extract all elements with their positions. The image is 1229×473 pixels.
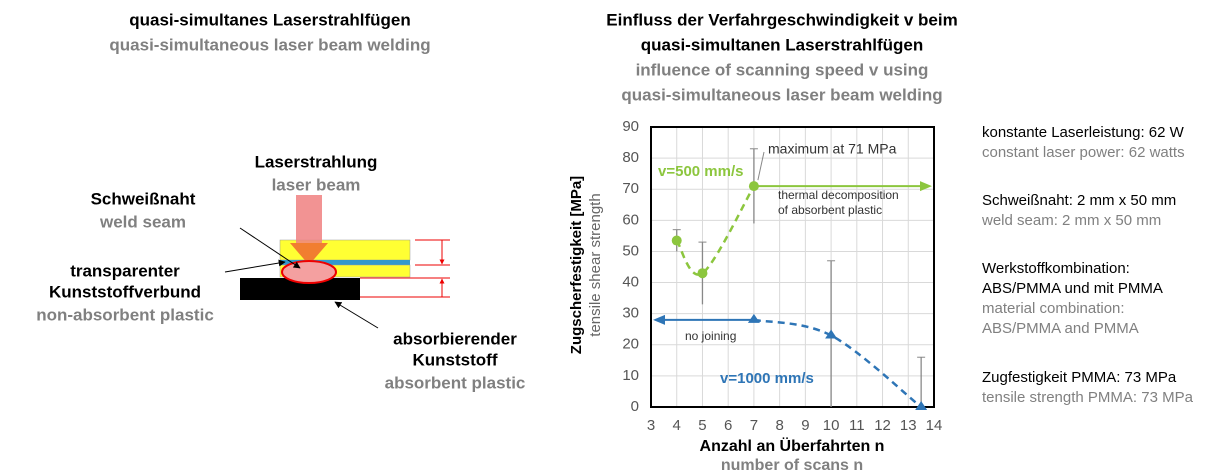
note-en: constant laser power: 62 watts [982, 144, 1185, 161]
annotation: thermal decomposition [778, 188, 899, 202]
y-tick-label: 20 [622, 336, 639, 353]
y-axis-title: Zugscherfestigkeit [MPa] [568, 176, 585, 354]
x-axis-title-en: number of scans n [721, 457, 863, 473]
note: Zugfestigkeit PMMA: 73 MPa [982, 369, 1177, 386]
diagram-label: absorbierender [393, 329, 517, 348]
note-en: tensile strength PMMA: 73 MPa [982, 389, 1194, 406]
x-axis-title: Anzahl an Überfahrten n [700, 436, 885, 455]
series-label: v=500 mm/s [658, 163, 743, 180]
schematic [225, 195, 450, 328]
data-point [749, 181, 759, 191]
series-line [754, 320, 921, 407]
diagram-title: quasi-simultanes Laserstrahlfügen [129, 10, 411, 29]
diagram-label: Laserstrahlung [255, 152, 378, 171]
y-tick-label: 50 [622, 242, 639, 259]
x-tick-label: 8 [775, 417, 783, 434]
y-tick-label: 80 [622, 149, 639, 166]
annotation: maximum at 71 MPa [768, 141, 897, 157]
x-tick-label: 4 [673, 417, 681, 434]
note: Schweißnaht: 2 mm x 50 mm [982, 192, 1176, 209]
y-tick-label: 10 [622, 367, 639, 384]
y-axis-title-en: tensile shear strength [587, 193, 604, 336]
data-point [697, 268, 707, 278]
y-tick-label: 90 [622, 118, 639, 135]
annotation: no joining [685, 329, 736, 343]
note: konstante Laserleistung: 62 W [982, 124, 1185, 141]
note: ABS/PMMA und mit PMMA [982, 280, 1163, 297]
x-tick-label: 9 [801, 417, 809, 434]
diagram-label-en: laser beam [272, 175, 361, 194]
y-tick-label: 30 [622, 305, 639, 322]
diagram-label-en: absorbent plastic [385, 373, 526, 392]
x-tick-label: 5 [698, 417, 706, 434]
y-tick-label: 0 [631, 398, 639, 415]
series-line [677, 186, 754, 275]
x-tick-label: 13 [900, 417, 917, 434]
annotation-leader [758, 152, 764, 180]
diagram-subtitle: quasi-simultaneous laser beam welding [109, 35, 430, 54]
slide: quasi-simultanes Laserstrahlfügen quasi-… [0, 0, 1229, 473]
x-tick-label: 14 [926, 417, 943, 434]
chart-title: quasi-simultanen Laserstrahlfügen [641, 35, 923, 54]
note: Werkstoffkombination: [982, 260, 1130, 277]
weld-seam [282, 261, 336, 283]
chart-subtitle: influence of scanning speed v using [636, 60, 929, 79]
note-en: weld seam: 2 mm x 50 mm [981, 212, 1161, 229]
x-tick-label: 7 [750, 417, 758, 434]
y-tick-label: 40 [622, 274, 639, 291]
annotation-arrowhead [653, 315, 665, 325]
series-label: v=1000 mm/s [720, 370, 814, 387]
chart-title: Einfluss der Verfahrgeschwindigkeit v be… [606, 10, 957, 29]
x-tick-label: 6 [724, 417, 732, 434]
diagram-label: transparenter [70, 261, 180, 280]
diagram-label-en: weld seam [99, 212, 186, 231]
y-tick-label: 60 [622, 211, 639, 228]
diagram-label-en: non-absorbent plastic [36, 305, 214, 324]
pointer [335, 302, 378, 328]
diagram-label: Schweißnaht [91, 189, 196, 208]
data-point [748, 314, 760, 323]
diagram-label: Kunststoff [413, 350, 498, 369]
x-tick-label: 10 [823, 417, 840, 434]
chart-subtitle: quasi-simultaneous laser beam welding [621, 85, 942, 104]
note-en: material combination: [982, 300, 1125, 317]
diagram-label: Kunststoffverbund [49, 282, 201, 301]
x-tick-label: 3 [647, 417, 655, 434]
data-point [915, 401, 927, 410]
laser-beam [296, 195, 322, 243]
pointer [225, 262, 285, 272]
x-tick-label: 12 [874, 417, 891, 434]
x-tick-label: 11 [849, 417, 865, 434]
y-tick-label: 70 [622, 180, 639, 197]
annotation: of absorbent plastic [778, 203, 882, 217]
note-en: ABS/PMMA and PMMA [982, 320, 1139, 337]
data-point [672, 236, 682, 246]
